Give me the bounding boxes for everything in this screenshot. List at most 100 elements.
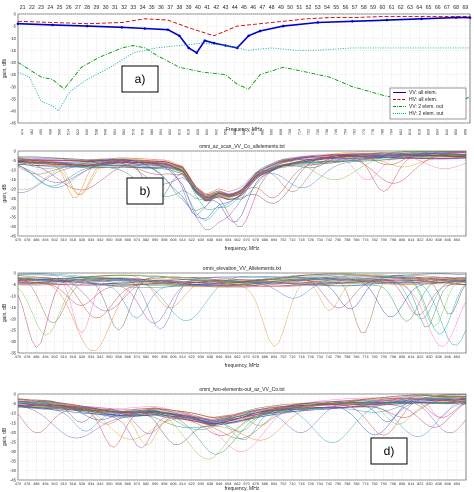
x-tick-label: 786 (380, 129, 384, 135)
x-tick-label: 630 (198, 238, 204, 242)
measurement-curve (18, 151, 466, 195)
measurement-curve (17, 402, 467, 432)
chart-title: omni_two-elements-out_az_VV_Co.txt (199, 387, 285, 393)
x-tick-label: 806 (399, 238, 405, 242)
x-tick-label: 578 (141, 129, 145, 135)
x-tick-label: 494 (42, 238, 48, 242)
legend-label: HV: 2 elem. out (409, 111, 444, 117)
x-tick-label: 618 (187, 129, 191, 135)
y-tick-label: -25 (10, 72, 17, 77)
x-tick-label: 502 (51, 238, 57, 242)
x-tick-label: 794 (390, 129, 394, 135)
channel-number: 32 (121, 5, 127, 11)
x-tick-label: 746 (334, 129, 338, 135)
x-tick-label: 534 (88, 355, 94, 359)
x-tick-label: 822 (417, 238, 423, 242)
x-tick-label: 594 (159, 129, 163, 135)
x-tick-label: 806 (399, 482, 405, 486)
x-tick-label: 654 (225, 238, 231, 242)
channel-number: 60 (379, 5, 385, 11)
x-tick-label: 790 (381, 238, 387, 242)
x-tick-label: 666 (242, 129, 246, 135)
x-tick-label: 694 (271, 355, 277, 359)
x-tick-label: 542 (97, 355, 103, 359)
channel-number: 26 (66, 5, 72, 11)
series-1-point (351, 19, 354, 23)
x-tick-label: 470 (15, 238, 21, 242)
series-line-4 (17, 42, 470, 112)
x-tick-label: 646 (216, 355, 222, 359)
x-tick-label: 790 (381, 355, 387, 359)
x-tick-label: 818 (417, 129, 421, 135)
x-tick-label: 542 (97, 482, 103, 486)
x-tick-label: 850 (454, 129, 458, 135)
x-tick-label: 718 (298, 238, 304, 242)
x-tick-label: 598 (161, 355, 167, 359)
x-tick-label: 810 (408, 129, 412, 135)
x-tick-label: 534 (88, 238, 94, 242)
x-tick-label: 710 (289, 355, 295, 359)
channel-number: 46 (250, 5, 256, 11)
x-tick-label: 630 (198, 482, 204, 486)
x-tick-label: 570 (131, 129, 135, 135)
series-1-point (281, 24, 285, 28)
x-tick-label: 686 (262, 482, 268, 486)
x-tick-label: 734 (317, 482, 323, 486)
panel-label-box (370, 437, 408, 465)
x-tick-label: 742 (326, 482, 332, 486)
x-tick-label: 702 (280, 355, 286, 359)
channel-number: 33 (130, 5, 136, 11)
x-tick-label: 526 (79, 355, 85, 359)
channel-number: 39 (186, 5, 192, 11)
x-tick-label: 838 (435, 482, 441, 486)
series-1-point (85, 24, 89, 28)
y-tick-label: -20 (10, 186, 17, 191)
measurement-curve (17, 279, 467, 311)
measurement-curve (17, 277, 467, 323)
x-tick-label: 490 (39, 129, 43, 135)
channel-number: 43 (223, 5, 229, 11)
measurement-curve (17, 274, 467, 312)
x-tick-label: 686 (262, 355, 268, 359)
measurement-curve (17, 155, 467, 201)
channel-number: 66 (435, 5, 441, 11)
x-tick-label: 554 (113, 129, 117, 135)
channel-number: 24 (47, 5, 53, 11)
series-1-point (247, 34, 250, 38)
x-tick-label: 698 (279, 129, 283, 135)
series-1-point (166, 28, 170, 32)
channel-number: 58 (361, 5, 367, 11)
x-tick-label: 718 (298, 482, 304, 486)
series-1-point (51, 23, 54, 27)
y-tick-label: -40 (10, 468, 17, 473)
x-tick-label: 526 (79, 482, 85, 486)
measurement-curve (17, 278, 467, 346)
x-tick-label: 634 (205, 129, 209, 135)
channel-number: 51 (296, 5, 302, 11)
measurement-curve (17, 400, 467, 455)
measurement-curve (18, 396, 467, 420)
x-tick-label: 730 (316, 129, 320, 135)
measurement-curve (17, 277, 467, 351)
x-tick-label: 586 (150, 129, 154, 135)
channel-number: 23 (38, 5, 44, 11)
channel-number: 63 (407, 5, 413, 11)
y-axis-label: gain, dBi (2, 59, 8, 78)
x-tick-label: 766 (353, 482, 359, 486)
y-tick-label: -15 (10, 48, 17, 53)
y-axis-label: gain, dB (2, 427, 8, 446)
x-tick-label: 646 (216, 238, 222, 242)
x-tick-label: 562 (122, 129, 126, 135)
y-tick-label: -25 (10, 328, 17, 333)
y-tick-label: -30 (10, 339, 17, 344)
x-tick-label: 566 (125, 355, 131, 359)
x-tick-label: 726 (307, 355, 313, 359)
x-tick-label: 822 (417, 355, 423, 359)
channel-number: 34 (140, 5, 146, 11)
x-tick-label: 610 (177, 129, 181, 135)
x-tick-label: 538 (94, 129, 98, 135)
x-tick-label: 726 (307, 482, 313, 486)
x-tick-label: 602 (168, 129, 172, 135)
channel-number: 45 (241, 5, 247, 11)
channel-number: 35 (149, 5, 155, 11)
